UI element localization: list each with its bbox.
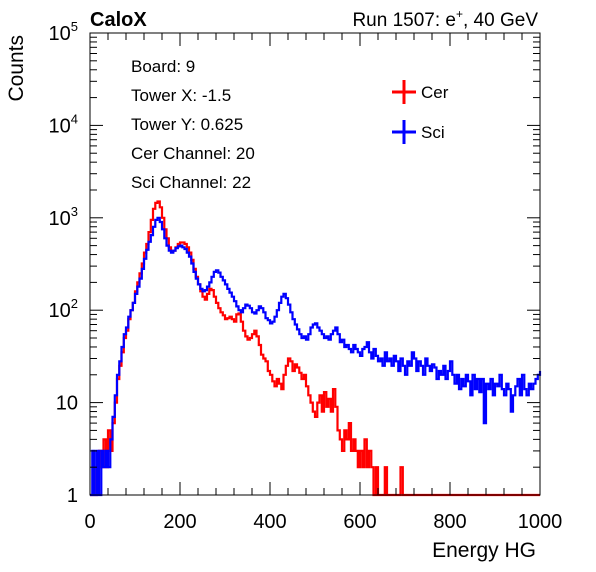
legend-label-sci: Sci <box>421 123 445 142</box>
x-tick-label: 600 <box>343 511 376 533</box>
header-right-label: Run 1507: e+, 40 GeV <box>352 7 538 31</box>
series-line-sci <box>90 216 542 497</box>
header-left-label: CaloX <box>90 9 147 31</box>
x-tick-label: 200 <box>163 511 196 533</box>
x-tick-label: 400 <box>253 511 286 533</box>
header-right-tail: , 40 GeV <box>463 10 538 31</box>
info-box: Board: 9 Tower X: -1.5 Tower Y: 0.625 Cer C… <box>131 57 255 192</box>
x-tick-label: 1000 <box>518 511 563 533</box>
x-axis-label: Energy HG <box>432 539 536 562</box>
series-layer <box>90 200 542 497</box>
info-line: Board: 9 <box>131 57 195 76</box>
y-axis: 1 10 102 103 104 105 <box>49 19 540 507</box>
x-axis: 0 200 400 600 800 1000 <box>84 33 562 533</box>
y-tick-label: 105 <box>49 19 78 45</box>
y-tick-label: 10 <box>56 393 78 415</box>
x-tick-label: 800 <box>433 511 466 533</box>
x-tick-label: 0 <box>84 511 95 533</box>
y-tick-label: 102 <box>49 296 78 322</box>
y-axis-label: Counts <box>5 35 28 102</box>
legend: Cer Sci <box>392 80 449 144</box>
header-right-superscript: + <box>456 7 463 21</box>
info-line: Sci Channel: 22 <box>131 173 251 192</box>
legend-label-cer: Cer <box>421 83 449 102</box>
plot-frame <box>89 32 541 496</box>
y-tick-label: 103 <box>49 204 78 230</box>
info-line: Cer Channel: 20 <box>131 144 255 163</box>
info-line: Tower Y: 0.625 <box>131 115 243 134</box>
header-right-main: Run 1507: e <box>352 10 456 31</box>
y-tick-label: 104 <box>49 111 78 137</box>
y-tick-label: 1 <box>67 485 78 507</box>
info-line: Tower X: -1.5 <box>131 86 231 105</box>
